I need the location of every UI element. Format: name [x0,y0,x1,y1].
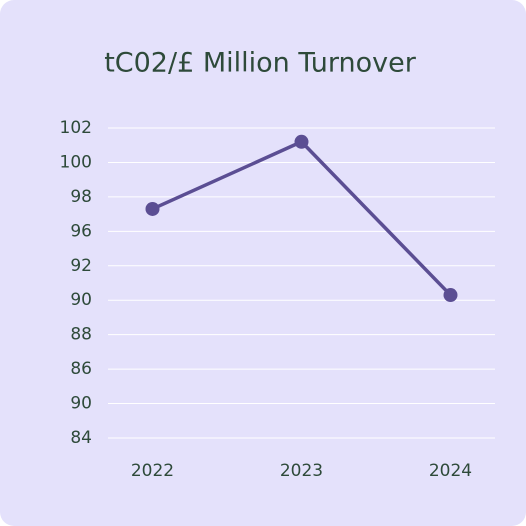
x-tick-label: 2024 [429,461,472,481]
y-tick-label: 102 [60,118,92,138]
y-tick-label: 88 [70,325,92,345]
y-tick-label: 96 [70,221,92,241]
y-tick-label: 98 [70,187,92,207]
data-point [145,201,160,216]
x-tick-label: 2023 [280,461,323,481]
x-tick-label: 2022 [131,461,174,481]
y-tick-label: 90 [70,394,92,414]
data-point [443,288,458,303]
y-tick-label: 100 [60,152,92,172]
y-tick-label: 84 [70,428,92,448]
y-tick-label: 86 [70,359,92,379]
data-point [294,134,309,149]
chart-title: tC02/£ Million Turnover [104,48,417,79]
y-tick-label: 90 [70,290,92,310]
y-tick-label: 92 [70,256,92,276]
